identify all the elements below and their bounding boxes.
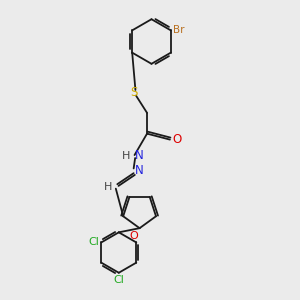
Text: H: H <box>122 151 130 160</box>
Text: Br: Br <box>172 25 184 35</box>
Text: Cl: Cl <box>113 275 124 285</box>
Text: H: H <box>103 182 112 192</box>
Text: Cl: Cl <box>88 237 100 247</box>
Text: O: O <box>129 231 138 241</box>
Text: O: O <box>172 133 182 146</box>
Text: N: N <box>135 164 144 177</box>
Text: S: S <box>130 85 137 98</box>
Text: N: N <box>135 149 144 162</box>
